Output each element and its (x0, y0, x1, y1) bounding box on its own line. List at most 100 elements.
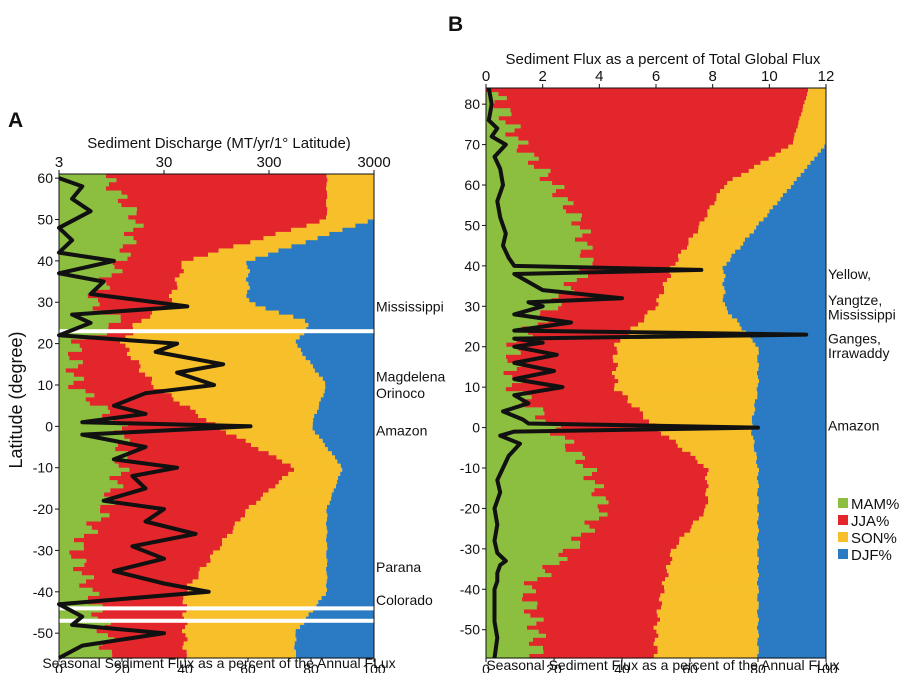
b-djf-band (754, 403, 826, 408)
a-mam-band (59, 488, 111, 494)
a-mam-band (59, 442, 118, 448)
b-djf-band (780, 197, 826, 202)
a-mam-band (59, 384, 69, 390)
a-djf-band (327, 562, 374, 568)
b-jja-band (558, 552, 670, 558)
a-son-band (278, 480, 338, 485)
b-djf-band (757, 641, 826, 647)
a-mam-band (59, 178, 117, 183)
b-mam-band (486, 613, 531, 619)
b-jja-band (506, 96, 807, 101)
a-son-band (151, 380, 326, 386)
a-djf-band (308, 612, 374, 618)
b-jja-band (561, 302, 659, 307)
a-son-band (198, 413, 315, 419)
b-mam-band (486, 585, 533, 590)
a-son-band (206, 418, 314, 423)
b-mam-band (486, 468, 598, 473)
b-jja-band (580, 540, 680, 546)
b-mam-band (486, 286, 571, 291)
b-djf-band (752, 338, 826, 344)
a-son-band (179, 273, 249, 279)
b-djf-band (758, 649, 826, 655)
b-jja-band (506, 342, 615, 348)
a-djf-band (314, 368, 374, 374)
a-djf-band (246, 277, 374, 283)
b-jja-band (518, 144, 789, 150)
a-mam-band (59, 521, 87, 527)
a-djf-band (329, 500, 374, 506)
b-djf-band (751, 431, 826, 437)
a-jja-band (129, 467, 295, 473)
b-son-band (627, 399, 755, 404)
b-jja-band (540, 310, 648, 315)
b-mam-band (486, 605, 537, 611)
x-tick-label: 0 (482, 661, 490, 673)
panel-a-title: Sediment Discharge (MT/yr/1° Latitude) (87, 135, 351, 152)
a-mam-band (59, 194, 128, 200)
b-djf-band (796, 176, 826, 182)
a-mam-band (59, 413, 103, 419)
b-jja-band (505, 120, 799, 125)
a-mam-band (59, 289, 95, 295)
top-tick-label: 8 (708, 68, 716, 85)
b-jja-band (520, 124, 798, 130)
b-son-band (775, 152, 818, 158)
a-mam-band (59, 401, 90, 407)
b-mam-band (486, 391, 524, 396)
b-mam-band (486, 180, 553, 186)
a-son-band (258, 447, 328, 452)
a-mam-band (59, 260, 113, 266)
b-jja-band (533, 164, 755, 170)
a-son-band (182, 629, 296, 634)
a-djf-band (318, 405, 374, 411)
b-jja-band (583, 476, 706, 481)
a-djf-band (337, 459, 374, 465)
a-mam-band (59, 248, 120, 254)
a-son-band (219, 546, 328, 552)
a-son-band (210, 558, 328, 564)
b-jja-band (503, 370, 613, 376)
a-djf-band (295, 339, 374, 345)
a-son-band (210, 554, 327, 560)
b-djf-band (757, 395, 826, 400)
a-jja-band (117, 480, 279, 485)
b-mam-band (486, 140, 529, 146)
a-djf-band (308, 322, 374, 328)
b-jja-band (505, 354, 613, 360)
b-djf-band (756, 520, 826, 526)
b-mam-band (486, 532, 581, 538)
b-djf-band (739, 322, 826, 328)
b-mam-band (486, 480, 595, 485)
b-son-band (639, 407, 756, 412)
a-jja-band (94, 289, 172, 295)
a-son-band (173, 397, 321, 403)
b-jja-band (545, 633, 659, 639)
b-son-band (679, 540, 759, 546)
b-mam-band (486, 399, 522, 404)
a-jja-band (112, 653, 187, 659)
b-mam-band (486, 569, 545, 574)
white-gap-band (59, 329, 378, 334)
b-jja-band (523, 391, 623, 396)
a-jja-band (116, 178, 328, 183)
b-jja-band (523, 609, 657, 615)
b-son-band (644, 314, 732, 320)
river-annotation: Mississippi (828, 306, 896, 322)
b-djf-band (758, 496, 826, 501)
b-jja-band (523, 593, 661, 598)
b-mam-band (486, 197, 568, 202)
b-son-band (657, 645, 759, 651)
b-djf-band (758, 605, 826, 611)
b-son-band (664, 589, 759, 594)
b-djf-band (757, 552, 826, 558)
b-mam-band (486, 346, 519, 352)
a-mam-band (59, 281, 107, 287)
b-son-band (631, 403, 755, 408)
x-tick-label: 0 (55, 661, 63, 673)
b-mam-band (486, 201, 574, 206)
b-son-band (698, 225, 757, 231)
b-son-band (665, 577, 758, 582)
b-djf-band (757, 577, 826, 582)
